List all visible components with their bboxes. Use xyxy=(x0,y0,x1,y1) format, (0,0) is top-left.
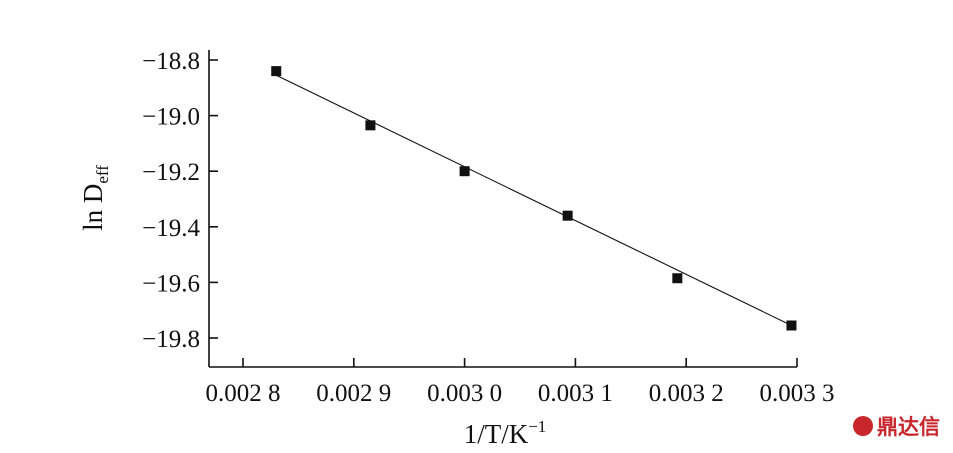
y-tick-label: −19.0 xyxy=(142,104,200,131)
x-tick-label: 0.003 1 xyxy=(538,380,613,407)
x-axis-title-text: 1/T/K xyxy=(464,419,529,449)
plot-area: −18.8−19.0−19.2−19.4−19.6−19.8 0.002 8 0.… xyxy=(142,48,834,407)
x-tick-label: 0.003 2 xyxy=(649,380,724,407)
fit-line xyxy=(275,74,792,326)
x-axis-title: 1/T/K−1 xyxy=(464,417,547,449)
watermark-text: 鼎达信 xyxy=(877,415,940,439)
y-tick-label: −19.8 xyxy=(142,326,200,353)
x-tick-label: 0.003 3 xyxy=(760,380,835,407)
y-axis-title-subscript: eff xyxy=(93,165,112,184)
y-tick-label: −18.8 xyxy=(142,48,200,75)
x-tick-label: 0.002 8 xyxy=(206,380,281,407)
y-tick-label: −19.6 xyxy=(142,270,200,297)
x-ticks: 0.002 8 0.002 9 0.003 0 0.003 1 0.003 2 0.003… xyxy=(206,358,835,407)
data-point xyxy=(459,166,470,177)
y-axis-title: ln Deff xyxy=(78,165,112,231)
x-tick-label: 0.002 9 xyxy=(316,380,391,407)
data-point xyxy=(365,120,376,131)
x-axis-title-superscript: −1 xyxy=(528,417,546,436)
watermark-logo-icon xyxy=(853,416,873,436)
y-ticks: −18.8 −19.0 −19.2 −19.4 −19.6 −19.8 xyxy=(142,48,218,353)
y-tick-label: −19.2 xyxy=(142,159,200,186)
data-point xyxy=(672,273,683,284)
y-tick-label: −19.4 xyxy=(142,215,200,242)
data-point xyxy=(786,320,797,331)
y-axis-title-text: ln D xyxy=(78,184,108,231)
x-tick-label: 0.003 0 xyxy=(427,380,502,407)
watermark: 鼎达信 xyxy=(853,415,940,439)
series-markers xyxy=(271,66,797,331)
data-point xyxy=(562,210,573,221)
data-point xyxy=(271,66,282,77)
